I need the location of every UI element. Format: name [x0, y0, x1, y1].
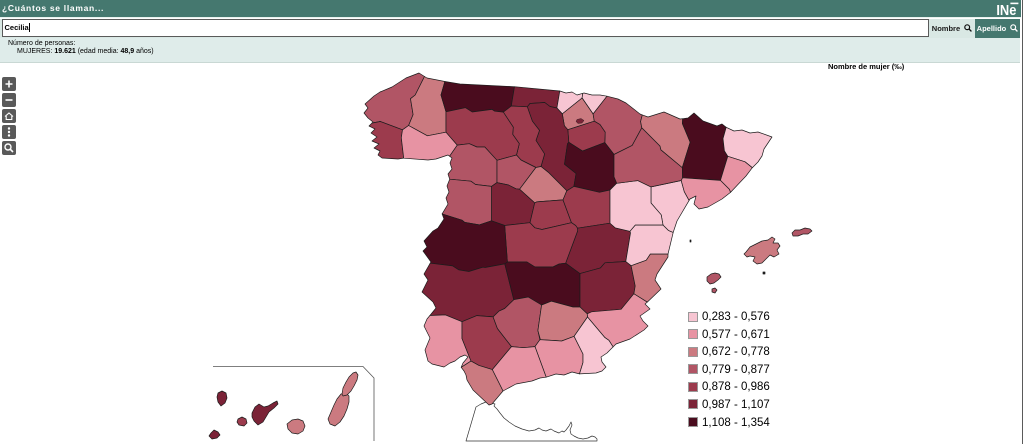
svg-text:INe: INe [996, 1, 1016, 18]
